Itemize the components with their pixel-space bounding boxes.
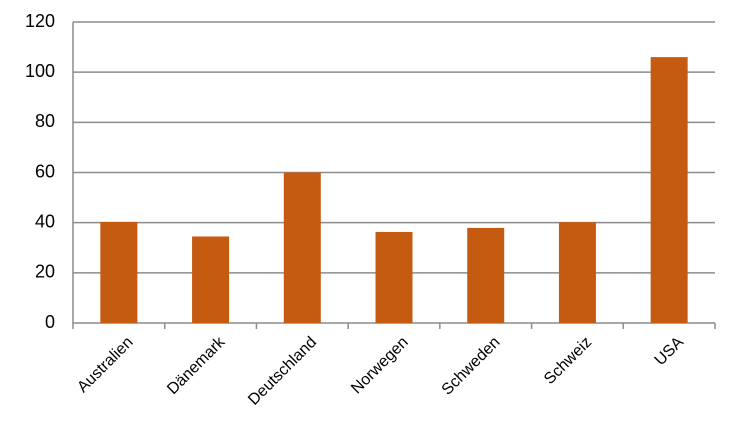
- bar: [467, 227, 505, 323]
- bar: [650, 57, 688, 323]
- y-tick-label: 40: [35, 211, 55, 231]
- y-tick-label: 100: [25, 61, 55, 81]
- x-tick-label: Deutschland: [245, 334, 320, 409]
- bar: [283, 172, 321, 323]
- x-tick-label: Schweiz: [541, 334, 595, 388]
- y-tick-label: 20: [35, 262, 55, 282]
- y-tick-label: 60: [35, 161, 55, 181]
- bar: [100, 221, 138, 323]
- bar: [192, 236, 230, 323]
- y-tick-label: 0: [45, 312, 55, 332]
- x-tick-label: Australien: [74, 334, 136, 396]
- x-tick-label: Schweden: [439, 334, 504, 399]
- y-tick-label: 120: [25, 11, 55, 31]
- y-tick-label: 80: [35, 111, 55, 131]
- x-tick-label: USA: [652, 334, 688, 370]
- x-tick-label: Dänemark: [164, 333, 229, 398]
- bar: [558, 222, 596, 323]
- bar: [375, 231, 413, 323]
- x-tick-label: Norwegen: [348, 334, 412, 398]
